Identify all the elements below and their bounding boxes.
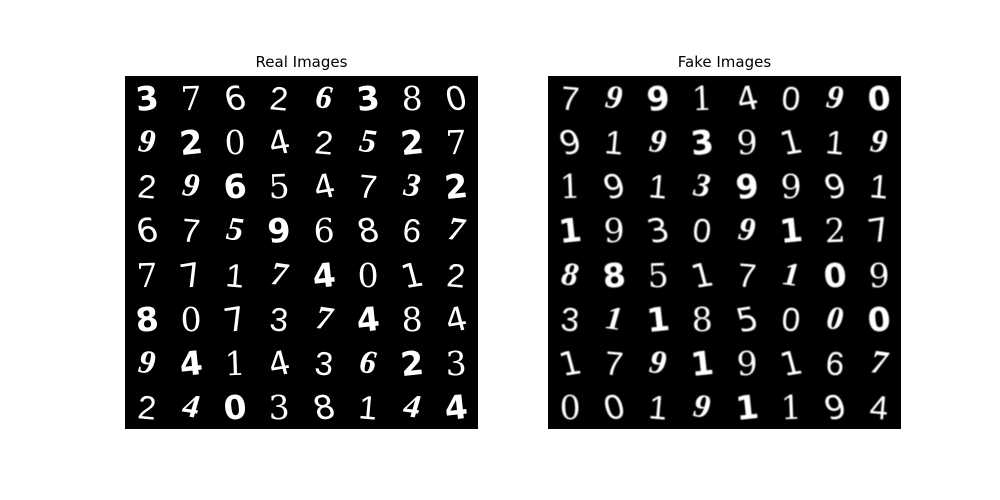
digit-cell: 9 [603,210,626,251]
real-images-title: Real Images [255,53,348,71]
digit-cell: 9 [735,122,758,163]
digit-cell: 3 [689,167,716,205]
digit-cell: 5 [731,298,763,340]
digit-cell: 2 [442,165,470,207]
digit-cell: 4 [731,77,763,119]
digit-cell: 3 [688,121,716,163]
digit-cell: 4 [308,165,340,207]
digit-cell: 2 [823,210,846,251]
digit-cell: 4 [263,121,295,163]
digit-cell: 7 [863,209,895,252]
digit-cell: 3 [268,387,291,427]
digit-cell: 0 [440,77,472,119]
digit-cell: 1 [556,209,584,252]
digit-cell: 1 [733,386,761,428]
digit-cell: 8 [691,298,714,339]
digit-cell: 7 [865,343,893,381]
digit-cell: 9 [644,77,672,119]
digit-cell: 0 [221,386,249,428]
digit-cell: 7 [266,255,293,293]
digit-cell: 1 [775,121,807,163]
digit-cell: 1 [691,78,714,118]
digit-cell: 1 [686,253,718,296]
digit-cell: 9 [819,386,851,428]
digit-cell: 3 [133,77,161,119]
digit-cell: 0 [865,298,893,340]
digit-cell: 1 [775,342,807,384]
digit-cell: 8 [400,298,423,339]
digit-cell: 4 [442,386,470,428]
digit-cell: 2 [398,342,426,384]
digit-cell: 1 [868,167,890,206]
digit-cell: 0 [821,253,849,296]
digit-cell: 4 [440,298,472,340]
digit-cell: 9 [867,254,891,295]
digit-cell: 1 [779,387,802,427]
digit-cell: 4 [354,298,382,340]
digit-cell: 8 [352,209,384,252]
digit-cell: 3 [444,342,468,383]
digit-cell: 9 [779,166,802,207]
digit-cell: 1 [777,209,805,252]
digit-cell: 8 [308,386,340,428]
digit-cell: 9 [819,165,851,207]
digit-cell: 1 [558,166,582,207]
digit-cell: 8 [133,298,161,340]
digit-cell: 8 [400,78,423,118]
digit-cell: 3 [354,77,382,119]
digit-cell: 0 [356,254,379,295]
fake-images-title: Fake Images [677,53,772,71]
digit-cell: 4 [263,342,295,384]
digit-cell: 7 [442,211,470,249]
digit-cell: 6 [312,210,335,251]
digit-cell: 9 [689,387,716,426]
digit-cell: 4 [310,253,338,296]
digit-cell: 2 [398,121,426,163]
digit-cell: 8 [600,253,628,296]
digit-cell: 9 [733,165,761,207]
digit-cell: 2 [445,255,467,294]
digit-cell: 1 [688,342,716,384]
digit-cell: 7 [444,122,468,163]
digit-cell: 0 [865,77,893,119]
digit-cell: 4 [868,387,890,427]
digit-cell: 9 [265,209,293,252]
digit-cell: 5 [268,166,291,207]
digit-cell: 9 [865,123,893,161]
digit-cell: 1 [396,253,428,296]
digit-cell: 9 [735,342,758,383]
digit-cell: 1 [644,298,672,340]
digit-cell: 4 [177,342,205,384]
digit-cell: 6 [221,165,249,207]
digit-cell: 2 [177,121,205,163]
